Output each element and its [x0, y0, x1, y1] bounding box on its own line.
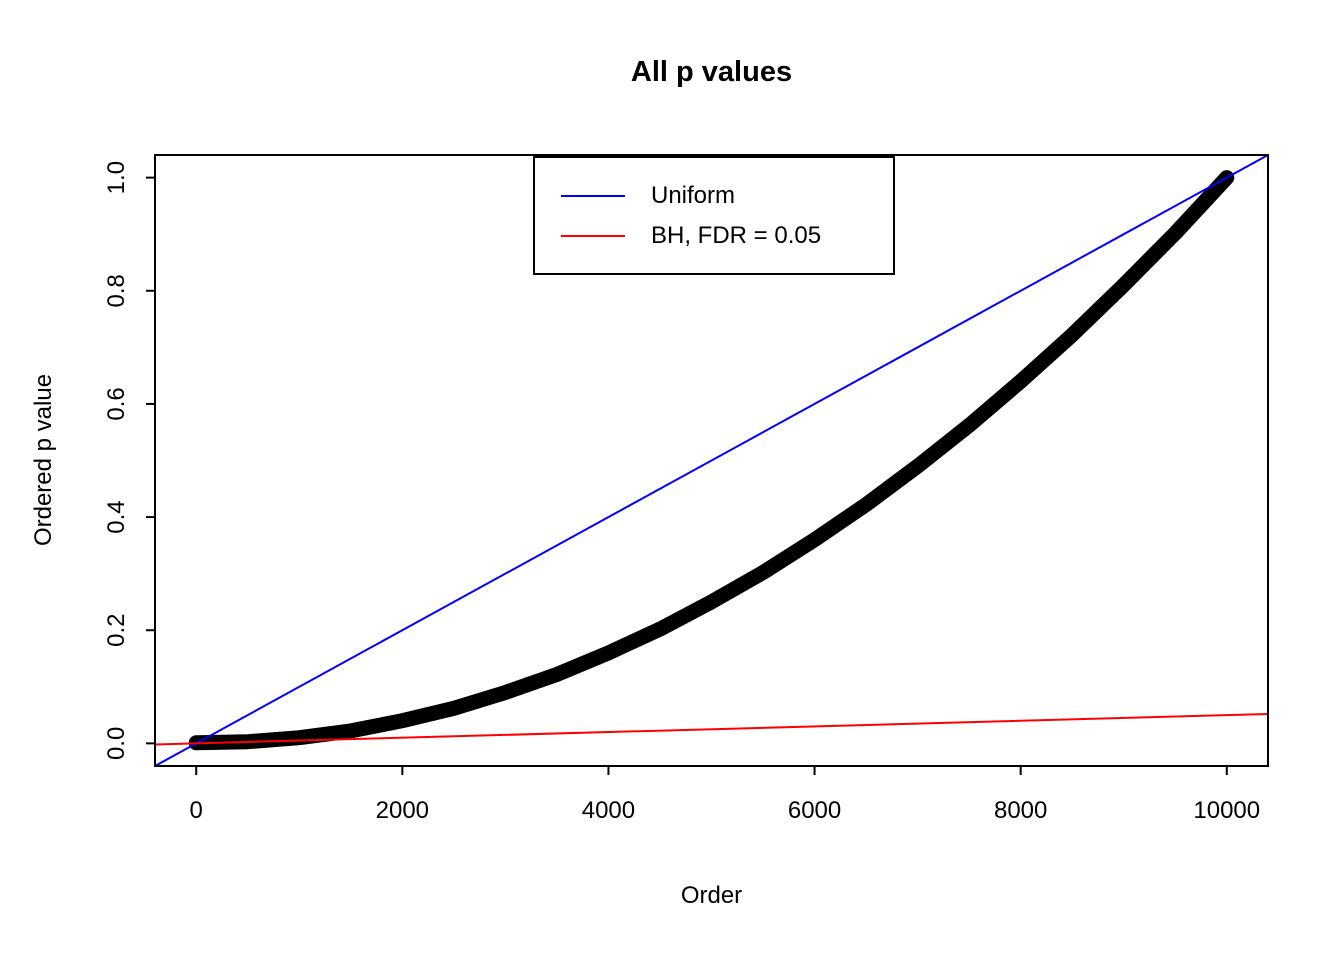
- legend-item-uniform: Uniform: [561, 182, 893, 210]
- legend-label-bh: BH, FDR = 0.05: [651, 221, 822, 249]
- series-uniform: [154, 154, 1269, 767]
- x-tick-label: 8000: [994, 797, 1047, 824]
- legend: Uniform BH, FDR = 0.05: [533, 156, 895, 275]
- bh-line-swatch: [561, 234, 625, 237]
- legend-label-uniform: Uniform: [651, 181, 736, 209]
- x-tick-label: 10000: [1193, 797, 1260, 824]
- x-tick-label: 0: [190, 797, 203, 824]
- y-tick-label: 0.8: [103, 274, 130, 307]
- uniform-line-swatch: [561, 194, 625, 197]
- series-bh-fdr-0-05: [154, 712, 1269, 746]
- legend-item-bh: BH, FDR = 0.05: [561, 222, 893, 250]
- x-tick-label: 6000: [788, 797, 841, 824]
- plot-box: [154, 154, 1269, 767]
- x-axis-label: Order: [680, 882, 743, 909]
- y-tick-label: 0.2: [103, 614, 130, 647]
- y-tick-label: 0.6: [103, 387, 130, 420]
- y-tick-label: 1.0: [103, 161, 130, 194]
- y-axis-label: Ordered p value: [30, 373, 57, 547]
- x-tick-label: 2000: [376, 797, 429, 824]
- chart-title: All p values: [630, 56, 793, 88]
- x-tick-label: 4000: [582, 797, 635, 824]
- series-ordered-p-values: [188, 170, 1235, 751]
- y-tick-label: 0.0: [103, 727, 130, 760]
- y-tick-label: 0.4: [103, 500, 130, 533]
